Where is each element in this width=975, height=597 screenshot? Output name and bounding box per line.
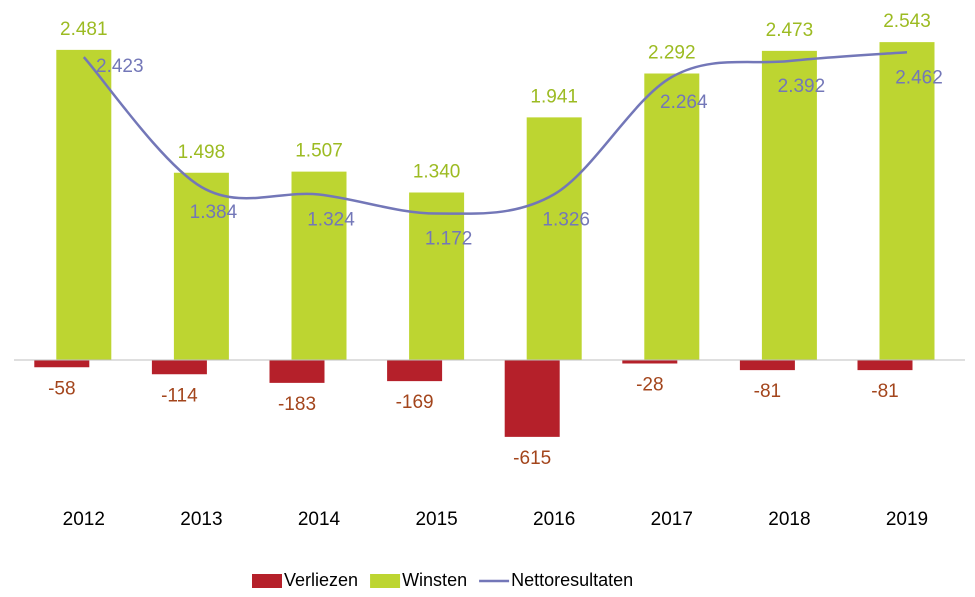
bar xyxy=(409,192,465,360)
bar xyxy=(761,50,817,360)
legend-label: Winsten xyxy=(402,570,467,590)
data-label: 1.172 xyxy=(425,229,473,250)
bar xyxy=(269,360,325,383)
data-label: -183 xyxy=(278,394,316,415)
data-label: 1.324 xyxy=(307,210,355,231)
bar xyxy=(526,117,582,360)
bar xyxy=(151,360,207,375)
data-label: 2.473 xyxy=(766,20,814,41)
bar xyxy=(173,172,229,360)
data-label: 2.423 xyxy=(96,56,144,77)
data-label: 1.340 xyxy=(413,162,461,183)
x-tick-label: 2015 xyxy=(415,509,457,530)
data-label: 1.498 xyxy=(178,142,226,163)
data-label: 1.941 xyxy=(530,86,578,107)
legend-swatch xyxy=(252,574,282,588)
bar xyxy=(387,360,443,382)
data-label: 2.292 xyxy=(648,43,696,64)
line xyxy=(82,51,908,215)
data-label: -81 xyxy=(754,381,781,402)
data-label: -615 xyxy=(513,448,551,469)
x-tick-label: 2012 xyxy=(63,509,105,530)
data-label: -28 xyxy=(636,375,663,396)
x-tick-label: 2018 xyxy=(768,509,810,530)
x-tick-label: 2016 xyxy=(533,509,575,530)
bar xyxy=(739,360,795,371)
data-label: 1.384 xyxy=(190,202,238,223)
data-label: 1.507 xyxy=(295,141,343,162)
x-tick-label: 2017 xyxy=(651,509,693,530)
bar xyxy=(879,42,935,360)
legend-label: Verliezen xyxy=(284,570,358,590)
legend-swatch xyxy=(370,574,401,588)
data-label: -114 xyxy=(161,385,198,406)
data-label: -81 xyxy=(871,381,898,402)
data-label: -58 xyxy=(48,378,75,399)
legend-label: Nettoresultaten xyxy=(511,570,633,590)
bar xyxy=(56,49,112,360)
data-label: -169 xyxy=(396,392,434,413)
data-label: 2.462 xyxy=(895,67,943,88)
data-label: 2.392 xyxy=(778,76,826,97)
data-label: 2.264 xyxy=(660,92,708,113)
data-label: 2.481 xyxy=(60,19,108,40)
x-tick-label: 2014 xyxy=(298,509,341,530)
bar xyxy=(34,360,90,368)
bar xyxy=(504,360,560,437)
bar xyxy=(291,171,347,360)
data-label: 2.543 xyxy=(883,11,931,32)
bar xyxy=(644,73,700,360)
x-tick-label: 2019 xyxy=(886,509,928,530)
bar xyxy=(857,360,913,371)
data-label: 1.326 xyxy=(542,209,590,230)
bar xyxy=(622,360,678,364)
x-tick-label: 2013 xyxy=(180,509,222,530)
